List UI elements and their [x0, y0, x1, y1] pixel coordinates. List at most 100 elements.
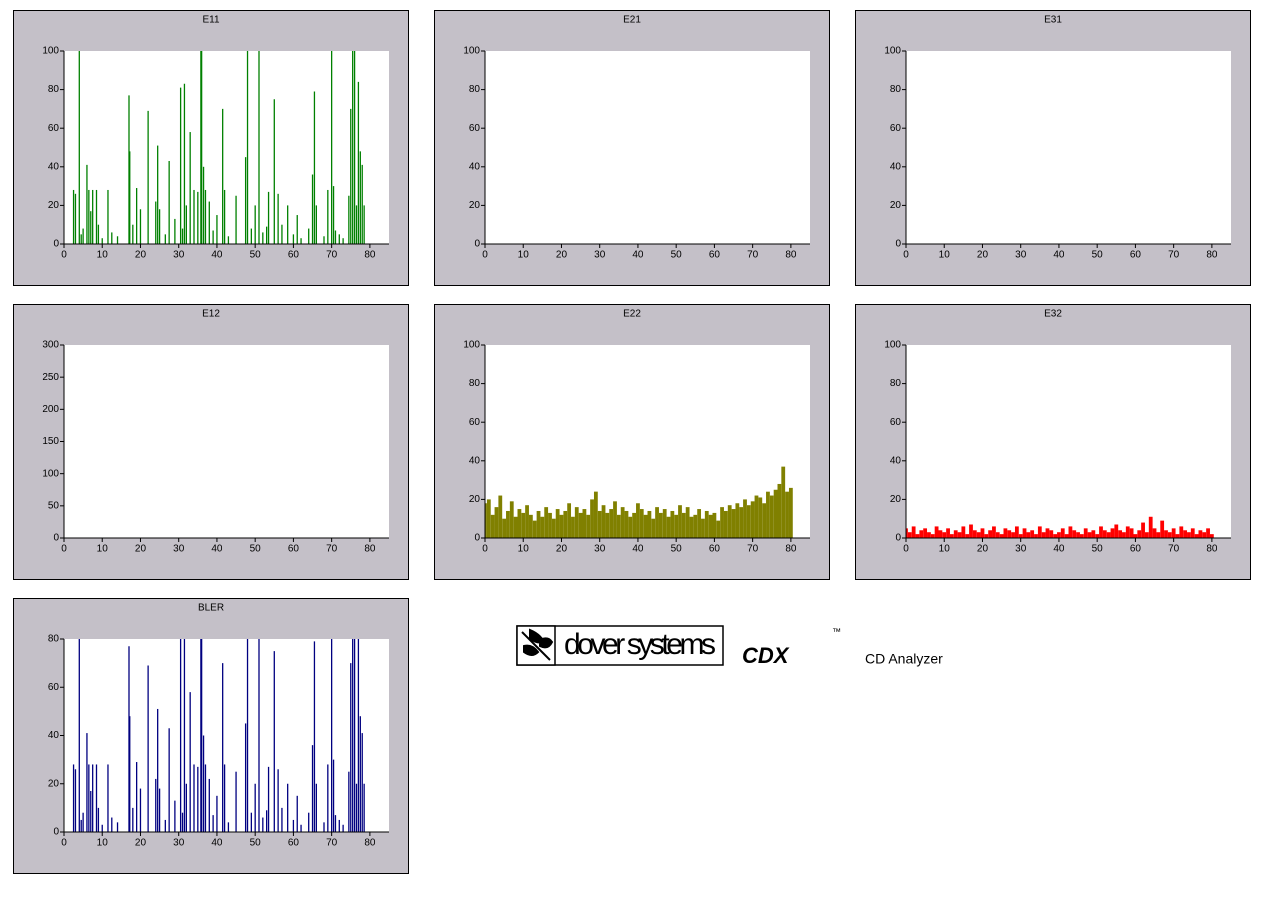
x-tick-label: 30	[173, 838, 185, 849]
chart-panel: E12 0 50 100 150 200 250 300 0 10 20 30 40 50 60 70 80	[13, 304, 409, 580]
x-tick-label: 30	[594, 544, 606, 555]
y-tick-label: 0	[53, 533, 59, 544]
y-tick-label: 80	[48, 84, 60, 95]
chart-title: E22	[623, 309, 641, 320]
plot-area	[906, 51, 1231, 244]
x-tick-label: 60	[288, 838, 300, 849]
y-tick-label: 80	[890, 84, 902, 95]
x-tick-label: 60	[288, 250, 300, 261]
y-tick-label: 60	[48, 682, 60, 693]
x-tick-label: 10	[939, 544, 951, 555]
y-tick-label: 80	[469, 84, 481, 95]
y-tick-label: 50	[48, 500, 60, 511]
chart-title: BLER	[198, 603, 224, 614]
x-tick-label: 70	[1168, 250, 1180, 261]
plot-area	[64, 639, 389, 832]
x-tick-label: 70	[326, 250, 338, 261]
tagline: CD Analyzer	[865, 651, 943, 667]
y-tick-label: 100	[42, 46, 59, 57]
x-tick-label: 10	[97, 544, 109, 555]
y-tick-label: 20	[48, 778, 60, 789]
marks	[906, 516, 1214, 538]
y-tick-label: 60	[469, 417, 481, 428]
trademark: ™	[832, 626, 841, 636]
plot-area	[64, 51, 389, 244]
chart-title: E32	[1044, 309, 1062, 320]
x-tick-label: 20	[135, 544, 147, 555]
x-tick-label: 10	[939, 250, 951, 261]
chart-panel: E31 0 20 40 60 80 100 0 10 20 30 40 50 60 70 80	[855, 10, 1251, 286]
x-tick-label: 70	[1168, 544, 1180, 555]
chart-panel: BLER 0 20 40 60 80 0 10 20 30 40 50 60 70 80	[13, 598, 409, 874]
y-tick-label: 20	[890, 494, 902, 505]
x-tick-label: 60	[288, 544, 300, 555]
x-tick-label: 10	[97, 838, 109, 849]
plot-area	[64, 345, 389, 538]
y-tick-label: 80	[469, 378, 481, 389]
x-tick-label: 20	[556, 544, 568, 555]
x-tick-label: 40	[211, 544, 223, 555]
x-tick-label: 0	[482, 544, 488, 555]
y-tick-label: 0	[53, 239, 59, 250]
y-tick-label: 200	[42, 404, 59, 415]
y-tick-label: 150	[42, 436, 59, 447]
x-tick-label: 40	[211, 838, 223, 849]
x-tick-label: 60	[709, 250, 721, 261]
y-tick-label: 0	[474, 239, 480, 250]
logo-icon	[521, 628, 554, 661]
chart-title: E31	[1044, 15, 1062, 26]
x-tick-label: 30	[173, 544, 185, 555]
x-tick-label: 10	[518, 250, 530, 261]
x-tick-label: 0	[61, 544, 67, 555]
y-tick-label: 20	[890, 200, 902, 211]
x-tick-label: 50	[671, 250, 683, 261]
x-tick-label: 0	[61, 250, 67, 261]
plot-area	[906, 345, 1231, 538]
x-tick-label: 40	[632, 250, 644, 261]
x-tick-label: 80	[1206, 250, 1218, 261]
y-tick-label: 60	[469, 123, 481, 134]
y-tick-label: 0	[895, 533, 901, 544]
x-tick-label: 50	[250, 838, 262, 849]
chart-title: E11	[202, 15, 219, 26]
y-tick-label: 80	[48, 634, 60, 645]
y-tick-label: 100	[884, 340, 901, 351]
x-tick-label: 50	[1092, 250, 1104, 261]
y-tick-label: 40	[890, 161, 902, 172]
y-tick-label: 0	[895, 239, 901, 250]
y-tick-label: 100	[42, 468, 59, 479]
y-tick-label: 40	[48, 161, 60, 172]
x-tick-label: 10	[97, 250, 109, 261]
plot-area	[485, 51, 810, 244]
x-tick-label: 70	[326, 838, 338, 849]
chart-title: E21	[623, 15, 641, 26]
x-tick-label: 80	[1206, 544, 1218, 555]
y-tick-label: 20	[469, 494, 481, 505]
y-tick-label: 60	[890, 123, 902, 134]
chart-title: E12	[202, 309, 220, 320]
x-tick-label: 20	[556, 250, 568, 261]
x-tick-label: 70	[747, 250, 759, 261]
x-tick-label: 10	[518, 544, 530, 555]
x-tick-label: 0	[903, 250, 909, 261]
x-tick-label: 0	[61, 838, 67, 849]
x-tick-label: 20	[977, 544, 989, 555]
x-tick-label: 30	[1015, 544, 1027, 555]
chart-panel: E11 0 20 40 60 80 100 0 10 20 30 40 50 60 70 80	[13, 10, 409, 286]
x-tick-label: 70	[747, 544, 759, 555]
y-tick-label: 40	[48, 730, 60, 741]
x-tick-label: 80	[785, 544, 797, 555]
x-tick-label: 50	[250, 250, 262, 261]
y-tick-label: 0	[53, 827, 59, 838]
chart-panel: E22 0 20 40 60 80 100 0 10 20 30 40 50 60 70 80	[434, 304, 830, 580]
marks	[485, 466, 793, 538]
x-tick-label: 80	[364, 838, 376, 849]
y-tick-label: 80	[890, 378, 902, 389]
marks	[72, 51, 365, 244]
y-tick-label: 100	[463, 340, 480, 351]
x-tick-label: 30	[594, 250, 606, 261]
x-tick-label: 40	[1053, 250, 1065, 261]
chart-panel: E32 0 20 40 60 80 100 0 10 20 30 40 50 60 70 80	[855, 304, 1251, 580]
